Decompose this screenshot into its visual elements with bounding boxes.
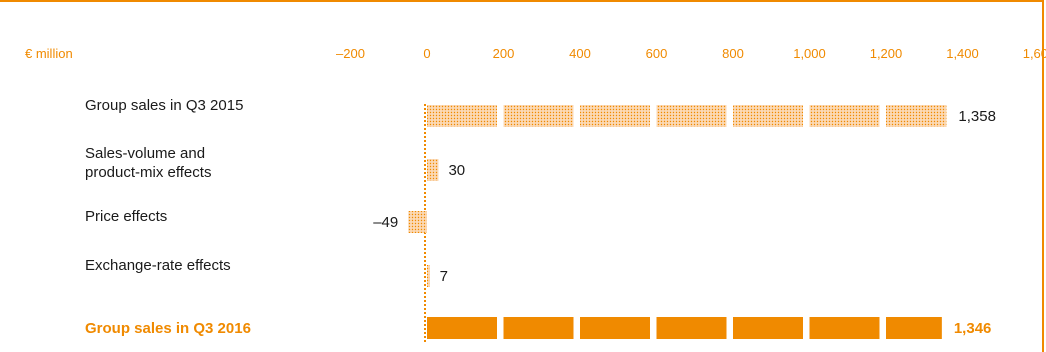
bar-segment-highlight bbox=[656, 317, 727, 339]
x-tick-label: 200 bbox=[493, 46, 515, 61]
x-tick-label: 1,200 bbox=[870, 46, 903, 61]
x-tick-label: 1,400 bbox=[946, 46, 979, 61]
category-label-line: Group sales in Q3 2016 bbox=[85, 320, 251, 337]
bar-segment-highlight bbox=[809, 317, 880, 339]
category-label-line: Price effects bbox=[85, 208, 167, 225]
bar-segment-highlight bbox=[733, 317, 803, 339]
bar-segment bbox=[809, 105, 880, 127]
x-axis: € million –200 0 200 400 600 800 1,000 1,200 1,40… bbox=[25, 46, 1046, 344]
x-tick-label: 800 bbox=[722, 46, 744, 61]
x-tick-label: 0 bbox=[423, 46, 430, 61]
category-label-line: Group sales in Q3 2015 bbox=[85, 97, 243, 114]
value-label: 1,358 bbox=[958, 108, 996, 125]
value-labels: 1,358 30 –49 7 1,346 bbox=[373, 108, 996, 337]
category-label: Price effects bbox=[85, 208, 167, 225]
x-tick-label: 1,600 bbox=[1023, 46, 1046, 61]
bar-segment-highlight bbox=[427, 317, 497, 339]
category-label: Group sales in Q3 2016 bbox=[85, 320, 251, 337]
category-label: Sales-volume and product-mix effects bbox=[85, 145, 211, 181]
bar bbox=[427, 265, 430, 287]
category-label-line: product-mix effects bbox=[85, 164, 211, 181]
category-label: Group sales in Q3 2015 bbox=[85, 97, 243, 114]
bar-segment-highlight bbox=[886, 317, 942, 339]
value-label: 1,346 bbox=[954, 320, 992, 337]
value-label: –49 bbox=[373, 214, 398, 231]
bar-segment bbox=[886, 105, 947, 127]
bar-segment bbox=[503, 105, 574, 127]
category-label: Exchange-rate effects bbox=[85, 257, 231, 274]
unit-label: € million bbox=[25, 46, 73, 61]
category-label-line: Exchange-rate effects bbox=[85, 257, 231, 274]
bar bbox=[408, 211, 427, 233]
x-tick-label: 400 bbox=[569, 46, 591, 61]
bar-segment bbox=[427, 105, 497, 127]
bar-segment-highlight bbox=[503, 317, 574, 339]
x-tick-label: 1,000 bbox=[793, 46, 826, 61]
bar-segment bbox=[656, 105, 727, 127]
bar-segment bbox=[733, 105, 803, 127]
category-label-line: Sales-volume and bbox=[85, 145, 205, 162]
value-label: 30 bbox=[448, 162, 465, 179]
bar-segment bbox=[580, 105, 650, 127]
bars bbox=[408, 105, 947, 339]
x-tick-label: 600 bbox=[646, 46, 668, 61]
bar bbox=[427, 159, 439, 181]
category-labels: Group sales in Q3 2015 Sales-volume and pr… bbox=[85, 97, 251, 337]
value-label: 7 bbox=[440, 268, 448, 285]
x-tick-label: –200 bbox=[336, 46, 365, 61]
bar-segment-highlight bbox=[580, 317, 650, 339]
